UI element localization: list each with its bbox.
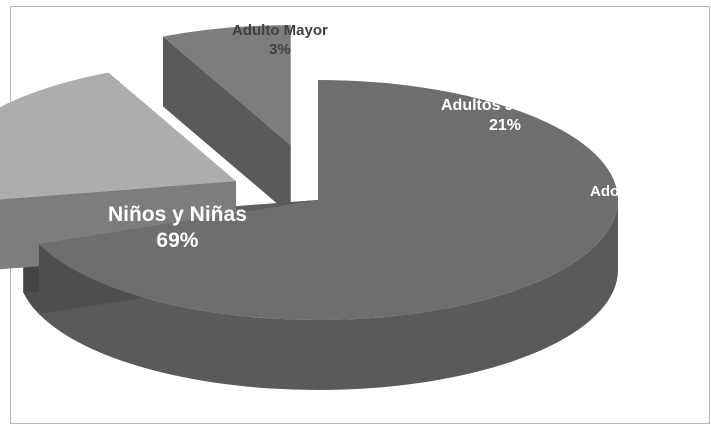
slice-label-ninos-name: Niños y Niñas: [108, 203, 247, 226]
slice-label-ninos: Niños y Niñas 69%: [108, 202, 247, 255]
slice-adolescentes-top: [162, 25, 291, 146]
slice-label-adulto-mayor-name: Adulto Mayor: [232, 22, 328, 39]
slice-label-adolescentes-value: 7%: [627, 201, 650, 219]
slice-label-adolescentes: Adolescentes 7%: [590, 183, 688, 221]
slice-ninos: [39, 80, 618, 391]
slice-adolescentes-cut-0: [162, 36, 291, 216]
slice-label-adultos-jovenes-value: 21%: [489, 117, 522, 134]
slice-label-ninos-value: 69%: [156, 229, 199, 253]
slice-adolescentes: [162, 25, 291, 216]
slice-ninos-top: [39, 80, 618, 320]
slice-label-adultos-jovenes-name: Adultos Jóvenes: [441, 97, 570, 114]
slice-label-adulto-mayor-value: 3%: [269, 40, 291, 58]
slice-ninos-side: [39, 200, 618, 391]
slice-adultos-jovenes-top: [0, 72, 237, 200]
slice-label-adultos-jovenes: Adultos Jóvenes 21%: [441, 96, 569, 136]
slice-label-adolescentes-name: Adolescentes: [590, 183, 688, 200]
slice-label-adulto-mayor: Adulto Mayor 3%: [232, 22, 328, 60]
